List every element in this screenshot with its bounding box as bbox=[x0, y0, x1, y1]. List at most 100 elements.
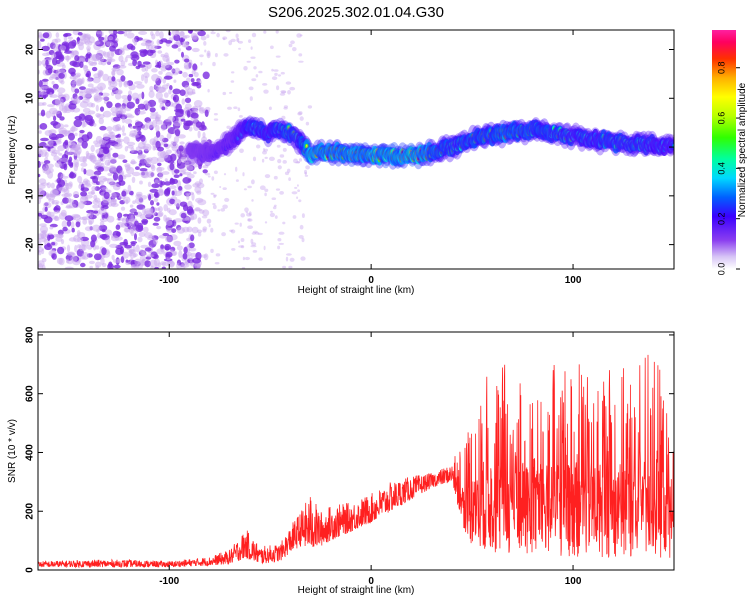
spectrogram-noise-blob bbox=[38, 92, 47, 96]
spectrogram-noise-blob bbox=[120, 223, 128, 228]
spectrogram-noise-blob bbox=[65, 145, 70, 152]
spectrogram-noise-blob bbox=[257, 232, 263, 236]
spectrogram-noise-blob bbox=[120, 75, 126, 82]
spectrogram-noise-blob bbox=[304, 172, 307, 175]
spectrogram-noise-blob bbox=[165, 220, 173, 227]
spectrogram-noise-blob bbox=[225, 30, 231, 33]
spectrogram-noise-blob bbox=[99, 217, 108, 223]
spectrogram-noise-blob bbox=[124, 146, 129, 152]
spectrogram-noise-blob bbox=[168, 209, 177, 216]
spectrogram-noise-blob bbox=[219, 186, 222, 188]
spectrogram-noise-blob bbox=[110, 198, 117, 207]
spectrogram-noise-blob bbox=[297, 189, 300, 192]
spectrogram-noise-blob bbox=[196, 190, 202, 195]
spectrogram-noise-blob bbox=[258, 257, 263, 261]
colorbar-tick-label: 0.4 bbox=[716, 162, 726, 175]
spectrogram-noise-blob bbox=[49, 189, 59, 197]
spectrogram-noise-blob bbox=[229, 229, 234, 232]
spectrogram-noise-blob bbox=[68, 156, 73, 163]
spectrogram-noise-blob bbox=[79, 61, 84, 68]
spectrogram-noise-blob bbox=[182, 226, 190, 233]
spectrogram-noise-blob bbox=[58, 157, 62, 166]
spectrogram-noise-blob bbox=[278, 231, 285, 235]
spectrogram-noise-blob bbox=[193, 71, 199, 78]
spectrogram-noise-blob bbox=[170, 68, 174, 73]
spectrogram-noise-blob bbox=[237, 107, 241, 112]
spectrogram-noise-blob bbox=[119, 107, 126, 115]
spectrogram-noise-blob bbox=[38, 160, 41, 168]
spectrogram-noise-blob bbox=[229, 91, 233, 94]
spectrogram-noise-blob bbox=[165, 236, 174, 243]
spectrogram-noise-blob bbox=[89, 88, 98, 93]
spectrogram-noise-blob bbox=[204, 172, 211, 176]
spectrogram-noise-blob bbox=[200, 35, 207, 41]
spectrogram-noise-blob bbox=[210, 192, 215, 195]
spectrogram-noise-blob bbox=[115, 93, 122, 100]
spectrogram-noise-blob bbox=[178, 250, 183, 258]
spectrogram-noise-blob bbox=[188, 242, 195, 249]
colorbar-tick-label: 0.2 bbox=[716, 212, 726, 225]
spectrogram-noise-blob bbox=[183, 120, 192, 127]
spectrogram-noise-blob bbox=[57, 179, 66, 188]
spectrogram-noise-blob bbox=[192, 183, 200, 188]
spectrogram-noise-blob bbox=[62, 197, 70, 204]
spectrogram-noise-blob bbox=[171, 145, 178, 152]
spectrogram-noise-blob bbox=[151, 183, 160, 188]
spectrogram-noise-blob bbox=[157, 162, 162, 167]
y-tick-label: -10 bbox=[25, 188, 36, 203]
spectrogram-noise-blob bbox=[118, 174, 124, 183]
spectrogram-noise-blob bbox=[38, 60, 42, 66]
spectrogram-noise-blob bbox=[98, 61, 103, 65]
spectrogram-noise-blob bbox=[183, 61, 193, 69]
spectrogram-noise-blob bbox=[40, 38, 45, 42]
spectrogram-noise-blob bbox=[76, 237, 83, 243]
spectrogram-noise-blob bbox=[142, 61, 151, 65]
spectrogram-noise-blob bbox=[141, 67, 146, 72]
spectrogram-noise-blob bbox=[130, 229, 135, 237]
spectrogram-noise-blob bbox=[197, 130, 201, 139]
spectrogram-noise-blob bbox=[158, 70, 163, 75]
spectrogram-noise-blob bbox=[115, 224, 121, 230]
spectrogram-noise-blob bbox=[186, 193, 190, 201]
spectrogram-noise-blob bbox=[235, 166, 238, 172]
spectrogram-noise-blob bbox=[117, 127, 123, 131]
spectrogram-noise-blob bbox=[222, 187, 227, 191]
spectrogram-noise-blob bbox=[132, 253, 138, 258]
spectrogram-noise-blob bbox=[282, 265, 287, 269]
x-tick-label: -100 bbox=[159, 576, 179, 587]
spectrogram-noise-blob bbox=[202, 226, 208, 231]
spectrogram-noise-blob bbox=[276, 85, 280, 91]
spectrogram-noise-blob bbox=[169, 198, 176, 205]
spectrogram-noise-blob bbox=[38, 263, 43, 269]
spectrogram-noise-blob bbox=[54, 38, 61, 43]
spectrogram-noise-blob bbox=[247, 185, 252, 189]
spectrogram-noise-blob bbox=[135, 84, 145, 89]
spectrogram-noise-blob bbox=[101, 247, 107, 256]
spectrogram-noise-blob bbox=[132, 125, 137, 129]
spectrogram-noise-blob bbox=[279, 154, 285, 158]
spectrogram-noise-blob bbox=[199, 54, 204, 58]
spectrogram-noise-blob bbox=[64, 266, 74, 269]
spectrogram-noise-blob bbox=[237, 37, 240, 43]
spectrogram-noise-blob bbox=[113, 30, 118, 36]
spectrogram-noise-blob bbox=[111, 76, 116, 82]
spectrogram-noise-blob bbox=[191, 192, 195, 201]
spectrogram-noise-blob bbox=[75, 221, 81, 228]
spectrogram-noise-blob bbox=[182, 35, 188, 40]
spectrogram-noise-blob bbox=[183, 42, 189, 48]
spectrogram-noise-blob bbox=[180, 118, 186, 122]
spectrogram-noise-blob bbox=[210, 31, 216, 35]
spectrogram-noise-blob bbox=[67, 36, 73, 40]
spectrogram-noise-blob bbox=[38, 31, 43, 39]
spectrogram-noise-blob bbox=[105, 236, 111, 245]
spectrogram-noise-blob bbox=[41, 248, 45, 255]
spectrogram-noise-blob bbox=[243, 66, 248, 71]
spectrogram-noise-blob bbox=[41, 258, 47, 263]
spectrogram-noise-blob bbox=[103, 191, 110, 200]
spectrogram-noise-blob bbox=[61, 193, 71, 198]
spectrogram-noise-blob bbox=[92, 76, 101, 84]
spectrogram-noise-blob bbox=[258, 70, 263, 74]
spectrogram-noise-blob bbox=[162, 232, 169, 237]
spectrogram-noise-blob bbox=[192, 63, 198, 71]
spectrogram-noise-blob bbox=[72, 191, 80, 198]
